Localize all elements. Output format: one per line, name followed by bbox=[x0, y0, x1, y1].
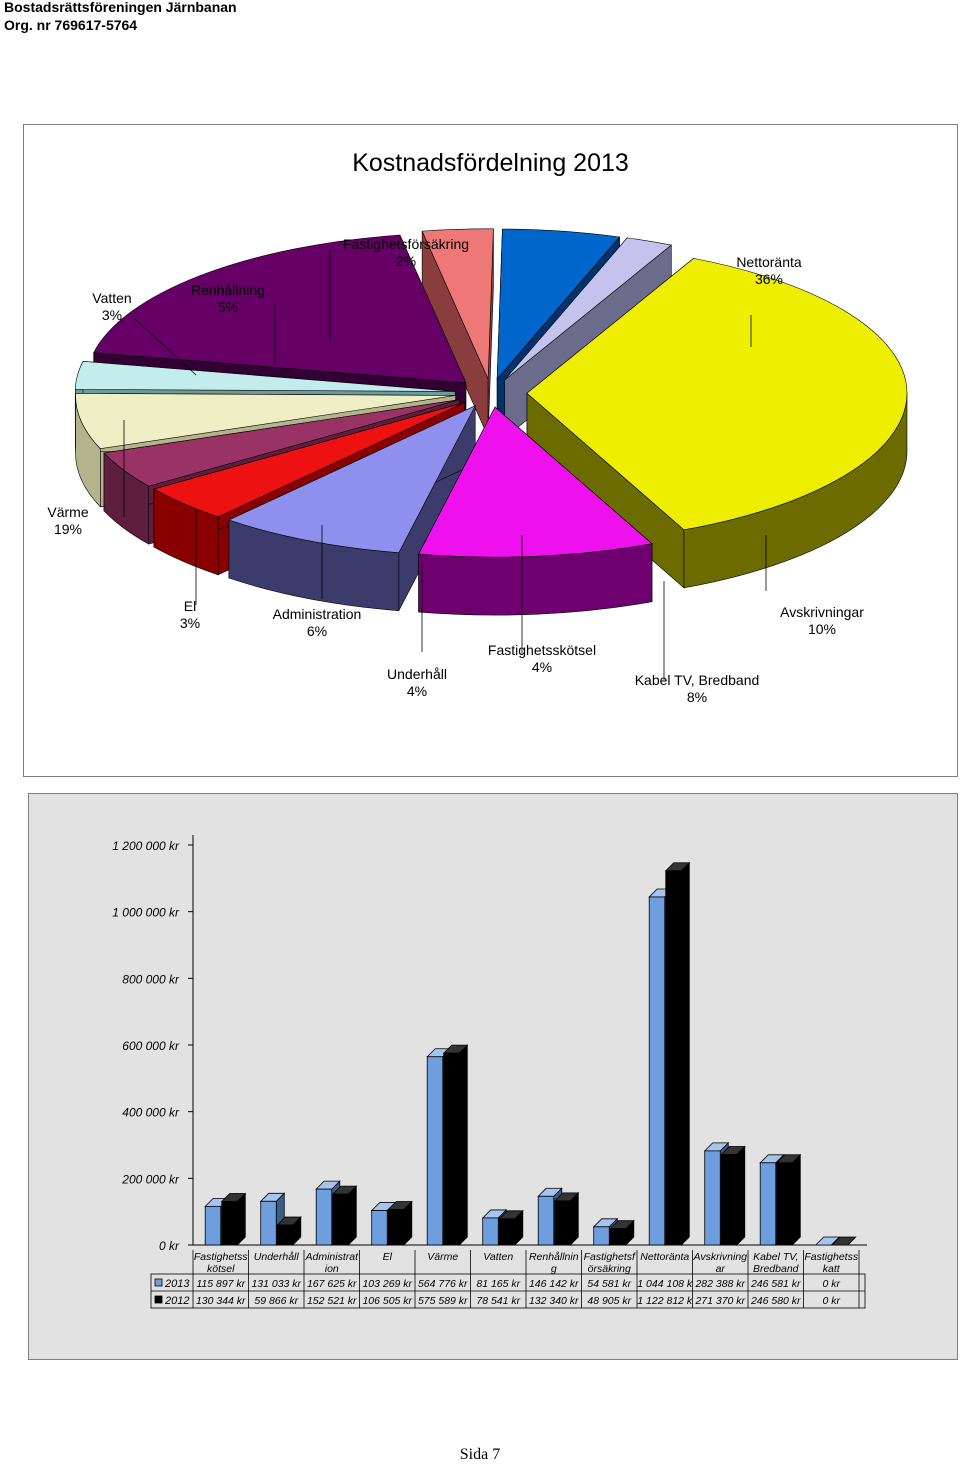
pie-chart: Nettoränta 36% Avskrivningar 10% Kabel TV, B… bbox=[47, 228, 908, 705]
y-tick-label: 800 000 kr bbox=[122, 972, 180, 986]
pie-slice-label: El 3% bbox=[180, 598, 200, 631]
bar-2012 bbox=[609, 1219, 635, 1246]
data-label: 48 905 kr bbox=[587, 1295, 631, 1307]
pie-slice-label: Administration 6% bbox=[273, 606, 362, 639]
data-label: 282 388 kr bbox=[694, 1278, 745, 1290]
bar-2013 bbox=[814, 1236, 841, 1246]
data-label: 146 142 kr bbox=[529, 1278, 579, 1290]
x-tick-label: Kabel TV, Bredband bbox=[753, 1251, 800, 1275]
data-label: 132 340 kr bbox=[529, 1295, 579, 1307]
data-label: 106 505 kr bbox=[362, 1295, 412, 1307]
data-label: 1 122 812 k bbox=[637, 1295, 693, 1307]
org-name: Bostadsrättsföreningen Järnbanan bbox=[4, 0, 237, 15]
data-label: 271 370 kr bbox=[694, 1295, 745, 1307]
data-label: 115 897 kr bbox=[196, 1278, 245, 1290]
bar-2012 bbox=[498, 1209, 524, 1246]
bar-2012 bbox=[220, 1192, 247, 1246]
legend-series-name: 2013 bbox=[164, 1278, 190, 1290]
x-tick-label: Nettoränta bbox=[640, 1251, 689, 1263]
x-tick-label: Fastighetss kötsel bbox=[194, 1251, 248, 1275]
data-label: 78 541 kr bbox=[476, 1295, 520, 1307]
x-tick-label: Administrat ion bbox=[304, 1251, 359, 1275]
pie-slice-label: Fastighetsförsäkring 2% bbox=[343, 236, 469, 269]
pie-slice bbox=[418, 406, 653, 616]
bar-chart: 0 kr 200 000 kr 400 000 kr 600 000 kr 800 00… bbox=[112, 835, 867, 1309]
y-tick-label: 600 000 kr bbox=[122, 1039, 180, 1053]
bar-chart-panel: 0 kr 200 000 kr 400 000 kr 600 000 kr 800 00… bbox=[28, 793, 958, 1360]
data-label: 0 kr bbox=[822, 1295, 840, 1307]
bar-2012 bbox=[442, 1044, 469, 1246]
pie-slice-label: Underhåll 4% bbox=[387, 666, 447, 699]
bar-2012 bbox=[664, 861, 691, 1246]
data-label: 1 044 108 k bbox=[637, 1278, 693, 1290]
legend-swatch bbox=[154, 1278, 163, 1287]
bar-2012 bbox=[553, 1191, 580, 1246]
x-tick-label: Renhållnin g bbox=[529, 1251, 579, 1275]
y-tick-label: 1 000 000 kr bbox=[112, 906, 180, 920]
pie-slice-label: Kabel TV, Bredband 8% bbox=[635, 672, 760, 705]
bar-2012 bbox=[331, 1185, 358, 1246]
data-label: 81 165 kr bbox=[476, 1278, 520, 1290]
data-label: 246 581 kr bbox=[750, 1278, 801, 1290]
x-tick-label: Avskrivning ar bbox=[693, 1251, 748, 1275]
data-label: 575 589 kr bbox=[418, 1295, 468, 1307]
data-label: 167 625 kr bbox=[307, 1278, 357, 1290]
bar-2012 bbox=[775, 1153, 802, 1246]
bar-2012 bbox=[276, 1216, 302, 1246]
pie-chart-title: Kostnadsfördelning 2013 bbox=[352, 149, 629, 177]
pie-slice bbox=[421, 228, 494, 437]
data-label: 130 344 kr bbox=[196, 1295, 246, 1307]
pie-slice-label: Avskrivningar 10% bbox=[780, 604, 864, 637]
data-label: 103 269 kr bbox=[362, 1278, 412, 1290]
data-label: 59 866 kr bbox=[254, 1295, 298, 1307]
data-label: 0 kr bbox=[822, 1278, 840, 1290]
data-label: 131 033 kr bbox=[251, 1278, 301, 1290]
data-label: 246 580 kr bbox=[750, 1295, 801, 1307]
pie-leader-line bbox=[133, 317, 197, 376]
y-tick-label: 400 000 kr bbox=[122, 1106, 180, 1120]
page-number: Sida 7 bbox=[459, 1446, 501, 1463]
pie-slice-label: Vatten 3% bbox=[92, 290, 131, 323]
pie-slice-label: Nettoränta 36% bbox=[736, 254, 802, 287]
data-label: 564 776 kr bbox=[418, 1278, 468, 1290]
pie-chart-panel: Kostnadsfördelning 2013 Nettoränta 36% Avs… bbox=[23, 124, 958, 777]
pie-slice bbox=[228, 405, 476, 612]
data-label: 54 581 kr bbox=[587, 1278, 631, 1290]
x-tick-label: Vatten bbox=[483, 1251, 513, 1263]
pie-slice-label: Värme 19% bbox=[47, 504, 88, 537]
pie-slice-label: Fastighetsskötsel 4% bbox=[488, 642, 596, 675]
org-number: Org. nr 769617-5764 bbox=[4, 17, 138, 33]
x-tick-label: El bbox=[383, 1251, 393, 1263]
y-tick-label: 0 kr bbox=[159, 1239, 180, 1253]
legend-swatch bbox=[154, 1295, 163, 1304]
x-tick-label: Underhåll bbox=[254, 1251, 300, 1263]
pie-slice-label: Renhållning 5% bbox=[191, 282, 265, 315]
legend-series-name: 2012 bbox=[164, 1295, 189, 1307]
x-tick-label: Värme bbox=[427, 1251, 458, 1263]
y-tick-label: 200 000 kr bbox=[121, 1172, 180, 1186]
x-tick-label: Fastighetsf örsäkring bbox=[584, 1251, 636, 1275]
y-tick-label: 1 200 000 kr bbox=[112, 839, 180, 853]
data-label: 152 521 kr bbox=[307, 1295, 357, 1307]
bar-2012 bbox=[720, 1145, 746, 1246]
bar-2012 bbox=[387, 1200, 413, 1246]
bar-2012 bbox=[831, 1236, 857, 1246]
x-tick-label: Fastighetss katt bbox=[804, 1251, 858, 1275]
